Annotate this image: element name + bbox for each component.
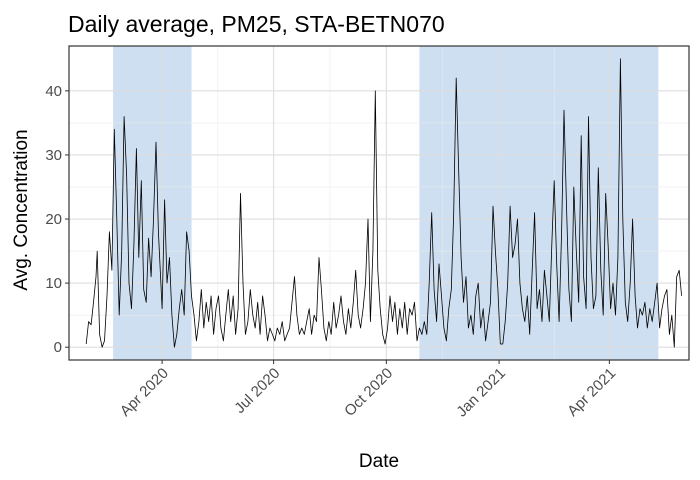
y-tick-label: 10: [45, 275, 62, 292]
y-tick-label: 20: [45, 211, 62, 228]
plot-border: [68, 45, 690, 361]
y-axis-title: Avg. Concentration: [11, 129, 32, 290]
x-tick-label: Jan 2021: [453, 365, 509, 421]
series-line: [85, 58, 682, 348]
x-tick-label: Oct 2020: [341, 365, 396, 420]
series-group: [85, 58, 682, 348]
x-tick-label: Jul 2020: [231, 365, 283, 417]
x-axis-title: Date: [359, 451, 399, 472]
chart-title: Daily average, PM25, STA-BETN070: [68, 11, 445, 37]
y-tick-label: 40: [45, 83, 62, 100]
y-tick-label: 0: [54, 339, 62, 356]
y-tick-label: 30: [45, 147, 62, 164]
shaded-period-1: [113, 46, 192, 360]
x-tick-label: Apr 2021: [564, 365, 619, 420]
x-tick-label: Apr 2020: [117, 365, 172, 420]
